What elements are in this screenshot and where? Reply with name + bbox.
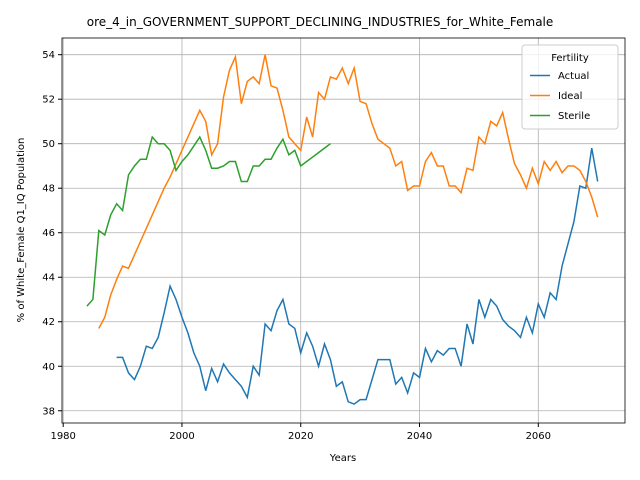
x-axis-label: Years: [329, 453, 356, 464]
x-tick-label: 1980: [50, 431, 75, 442]
line-series: [98, 54, 599, 329]
x-tick-label: 2060: [526, 431, 551, 442]
y-tick-label: 54: [42, 50, 55, 61]
y-tick-label: 44: [42, 273, 55, 284]
y-tick-label: 52: [42, 95, 55, 106]
plot-frame: [61, 37, 626, 424]
x-tick-label: 2040: [407, 431, 432, 442]
legend-label: Ideal: [558, 91, 582, 102]
x-tick-label: 2020: [288, 431, 313, 442]
legend-label: Actual: [558, 71, 589, 82]
legend: Fertility Actual Ideal Sterile: [521, 44, 619, 130]
line-series: [86, 135, 331, 307]
line-series: [116, 148, 599, 405]
y-tick-label: 42: [42, 317, 55, 328]
legend-label: Sterile: [558, 111, 590, 122]
y-tick-label: 48: [42, 184, 55, 195]
y-tick-label: 40: [42, 362, 55, 373]
y-tick-label: 46: [42, 228, 55, 239]
legend-title: Fertility: [551, 53, 589, 64]
x-tick-label: 2000: [169, 431, 194, 442]
legend-box: [521, 44, 619, 130]
y-tick-label: 38: [42, 406, 55, 417]
chart-title: ore_4_in_GOVERNMENT_SUPPORT_DECLINING_IN…: [87, 15, 554, 29]
y-axis-label: % of White_Female Q1_IQ Population: [16, 138, 27, 323]
y-tick-label: 50: [42, 139, 55, 150]
